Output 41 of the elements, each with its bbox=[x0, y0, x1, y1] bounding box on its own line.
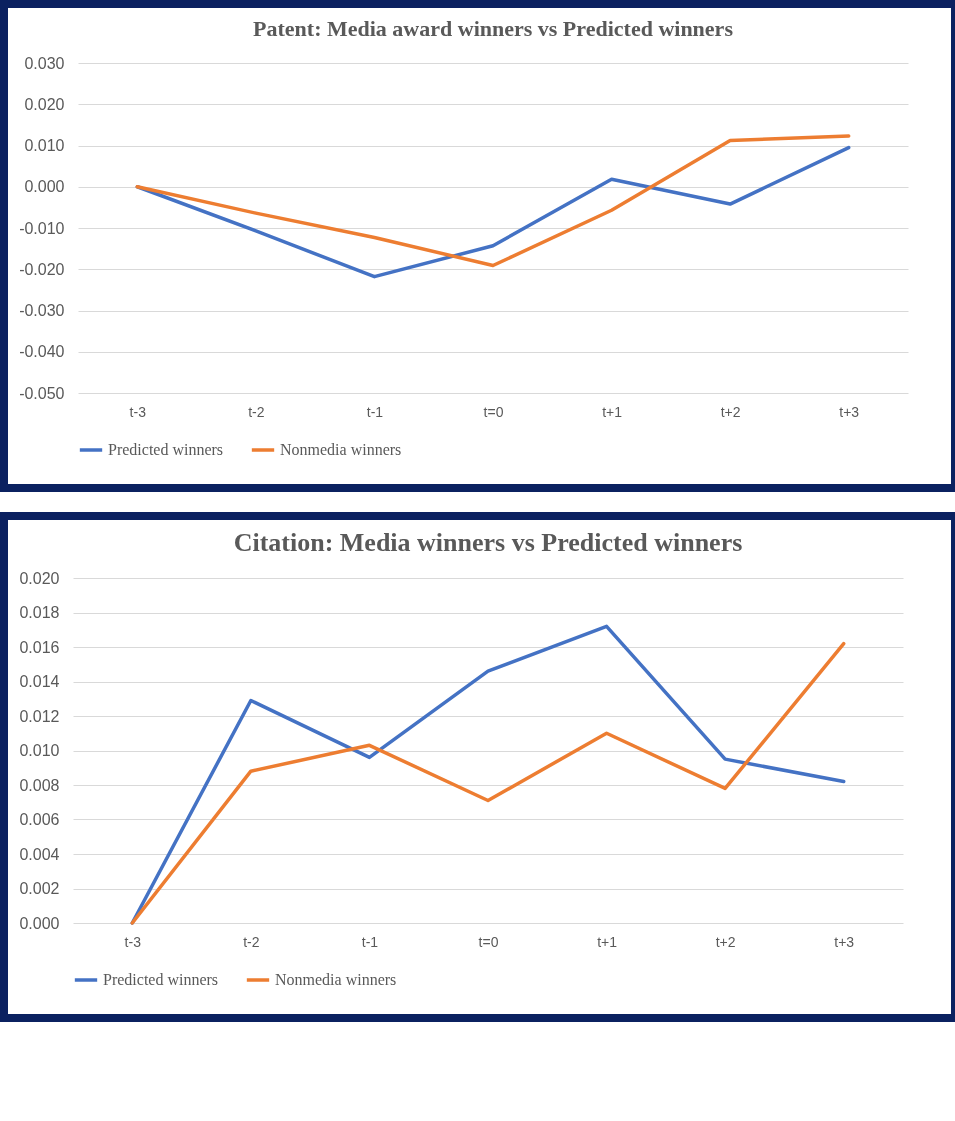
y-tick-label: -0.020 bbox=[19, 260, 65, 278]
y-tick-label: 0.020 bbox=[24, 95, 65, 113]
y-tick-label: 0.010 bbox=[24, 137, 65, 154]
y-tick-label: 0.000 bbox=[24, 178, 65, 196]
y-tick-label: -0.010 bbox=[19, 219, 65, 237]
x-tick-label: t+1 bbox=[597, 933, 618, 950]
y-tick-label: -0.030 bbox=[19, 302, 65, 319]
x-tick-label: t+2 bbox=[720, 403, 741, 420]
y-tick-label: 0.014 bbox=[19, 673, 60, 690]
y-tick-label: 0.018 bbox=[19, 604, 60, 621]
y-tick-label: -0.040 bbox=[19, 343, 65, 361]
x-tick-label: t-2 bbox=[248, 403, 265, 420]
x-tick-label: t=0 bbox=[483, 403, 504, 420]
y-tick-label: 0.002 bbox=[19, 880, 60, 897]
y-tick-label: 0.016 bbox=[19, 638, 60, 656]
line-series bbox=[135, 134, 851, 268]
legend-label: Predicted winners bbox=[103, 971, 219, 988]
y-tick-label: 0.010 bbox=[19, 742, 60, 759]
x-tick-label: t-2 bbox=[243, 933, 260, 950]
legend-label: Nonmedia winners bbox=[275, 971, 397, 988]
x-tick-label: t-3 bbox=[129, 403, 147, 420]
x-tick-label: t=0 bbox=[478, 933, 499, 950]
chart-title: Citation: Media winners vs Predicted winners bbox=[233, 528, 743, 557]
x-tick-label: t+1 bbox=[602, 403, 623, 420]
y-tick-label: 0.020 bbox=[19, 569, 60, 587]
x-tick-label: t-1 bbox=[366, 403, 384, 420]
legend-label: Predicted winners bbox=[108, 441, 224, 458]
chart-title: Patent: Media award winners vs Predicted winners bbox=[253, 16, 734, 41]
y-tick-label: 0.000 bbox=[19, 914, 60, 932]
y-tick-label: 0.006 bbox=[19, 811, 60, 828]
x-tick-label: t+3 bbox=[834, 933, 855, 950]
x-tick-label: t+2 bbox=[715, 933, 736, 950]
x-tick-label: t-3 bbox=[124, 933, 142, 950]
x-tick-label: t-1 bbox=[361, 933, 379, 950]
y-tick-label: 0.008 bbox=[19, 776, 60, 794]
x-tick-label: t+3 bbox=[839, 403, 860, 420]
y-tick-label: 0.012 bbox=[19, 707, 60, 725]
y-tick-label: -0.050 bbox=[19, 384, 65, 402]
legend-label: Nonmedia winners bbox=[280, 441, 402, 458]
y-tick-label: 0.004 bbox=[19, 845, 60, 863]
y-tick-label: 0.030 bbox=[24, 54, 65, 72]
